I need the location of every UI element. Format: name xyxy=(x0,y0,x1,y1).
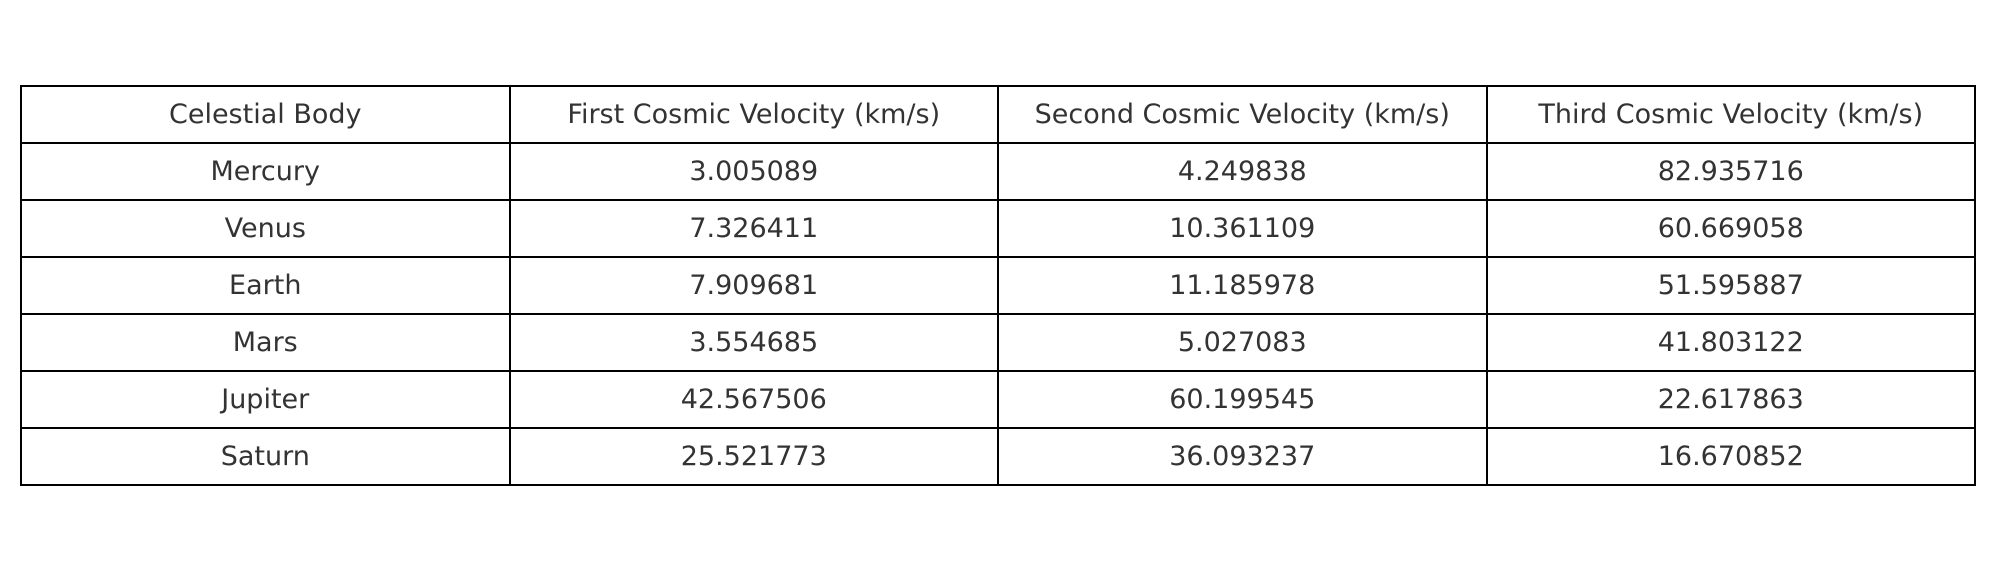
header-row: Celestial Body First Cosmic Velocity (km… xyxy=(20,85,1976,144)
table-row: Mars 3.554685 5.027083 41.803122 xyxy=(20,313,1976,372)
table-body: Mercury 3.005089 4.249838 82.935716 Venu… xyxy=(20,142,1976,486)
cell-celestial-body: Jupiter xyxy=(20,370,511,429)
header-celestial-body: Celestial Body xyxy=(20,85,511,144)
cell-second-cosmic-velocity: 4.249838 xyxy=(997,142,1488,201)
cell-third-cosmic-velocity: 16.670852 xyxy=(1485,427,1976,486)
header-first-cosmic-velocity: First Cosmic Velocity (km/s) xyxy=(508,85,999,144)
cell-second-cosmic-velocity: 10.361109 xyxy=(997,199,1488,258)
cell-second-cosmic-velocity: 5.027083 xyxy=(997,313,1488,372)
cell-first-cosmic-velocity: 42.567506 xyxy=(508,370,999,429)
header-third-cosmic-velocity: Third Cosmic Velocity (km/s) xyxy=(1485,85,1976,144)
cell-first-cosmic-velocity: 3.554685 xyxy=(508,313,999,372)
cosmic-velocity-table-container: Celestial Body First Cosmic Velocity (km… xyxy=(20,85,1976,486)
cosmic-velocity-table: Celestial Body First Cosmic Velocity (km… xyxy=(20,85,1976,486)
cell-third-cosmic-velocity: 51.595887 xyxy=(1485,256,1976,315)
cell-second-cosmic-velocity: 36.093237 xyxy=(997,427,1488,486)
cell-third-cosmic-velocity: 22.617863 xyxy=(1485,370,1976,429)
cell-celestial-body: Venus xyxy=(20,199,511,258)
table-row: Saturn 25.521773 36.093237 16.670852 xyxy=(20,427,1976,486)
cell-celestial-body: Mars xyxy=(20,313,511,372)
cell-celestial-body: Saturn xyxy=(20,427,511,486)
table-header: Celestial Body First Cosmic Velocity (km… xyxy=(20,85,1976,144)
cell-celestial-body: Earth xyxy=(20,256,511,315)
table-row: Jupiter 42.567506 60.199545 22.617863 xyxy=(20,370,1976,429)
cell-third-cosmic-velocity: 60.669058 xyxy=(1485,199,1976,258)
cell-first-cosmic-velocity: 7.909681 xyxy=(508,256,999,315)
table-row: Venus 7.326411 10.361109 60.669058 xyxy=(20,199,1976,258)
cell-first-cosmic-velocity: 7.326411 xyxy=(508,199,999,258)
cell-third-cosmic-velocity: 41.803122 xyxy=(1485,313,1976,372)
cell-second-cosmic-velocity: 11.185978 xyxy=(997,256,1488,315)
table-row: Earth 7.909681 11.185978 51.595887 xyxy=(20,256,1976,315)
cell-celestial-body: Mercury xyxy=(20,142,511,201)
header-second-cosmic-velocity: Second Cosmic Velocity (km/s) xyxy=(997,85,1488,144)
cell-first-cosmic-velocity: 3.005089 xyxy=(508,142,999,201)
table-row: Mercury 3.005089 4.249838 82.935716 xyxy=(20,142,1976,201)
cell-third-cosmic-velocity: 82.935716 xyxy=(1485,142,1976,201)
cell-first-cosmic-velocity: 25.521773 xyxy=(508,427,999,486)
cell-second-cosmic-velocity: 60.199545 xyxy=(997,370,1488,429)
